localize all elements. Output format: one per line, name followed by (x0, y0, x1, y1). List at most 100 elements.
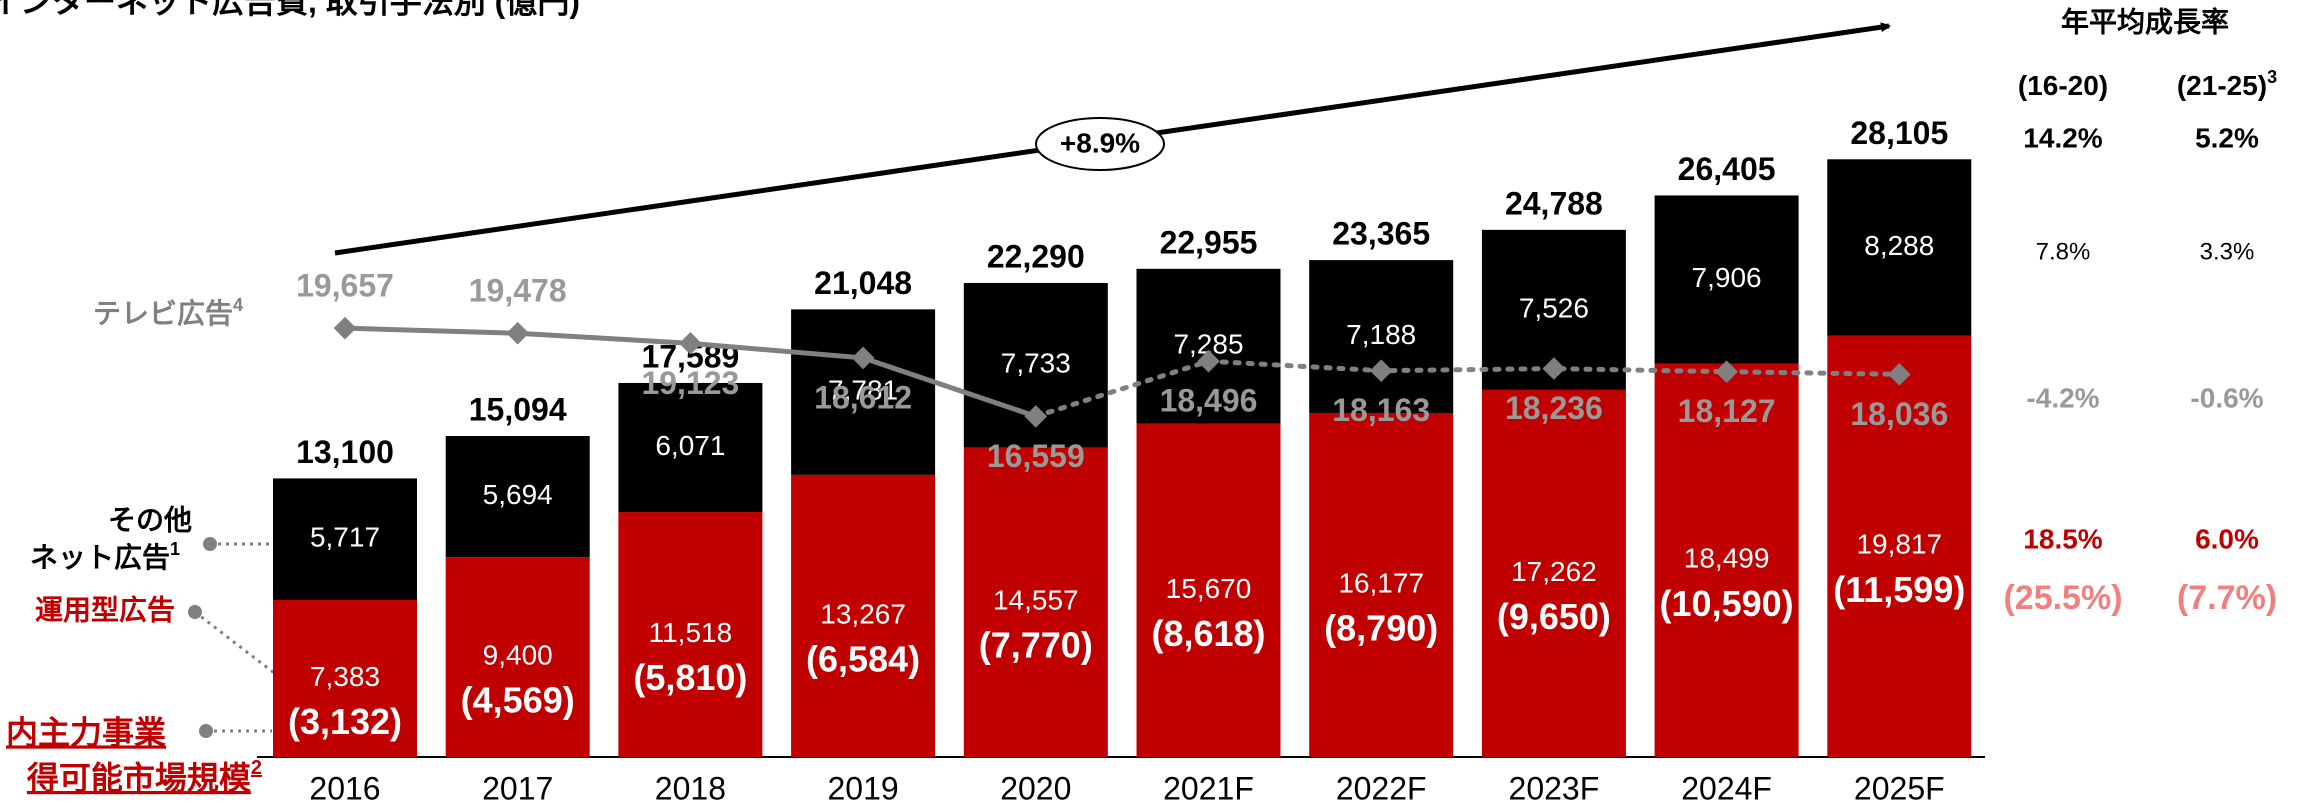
cagr-title: 年平均成長率 (2061, 5, 2229, 37)
note: 3 (2267, 67, 2277, 87)
column-text: (21-25) (2177, 70, 2267, 101)
subset-label: (7,770) (979, 625, 1093, 666)
column-text: (16-20) (2018, 70, 2108, 101)
connectors (194, 542, 279, 733)
value-label: 7,733 (1001, 348, 1071, 379)
bar-segment (1654, 363, 1799, 757)
tv-label: テレビ広告4 (93, 295, 243, 330)
value-label: 9,400 (483, 639, 553, 670)
line-label: 18,236 (1505, 390, 1603, 426)
value-label: 5,717 (310, 522, 380, 553)
line-label: 19,478 (469, 273, 567, 309)
label-text: 得可能市場規模 (27, 760, 251, 796)
line-marker (1197, 349, 1220, 373)
connector-dot (199, 724, 213, 738)
line-marker (1887, 363, 1911, 386)
value-label: 14,557 (993, 585, 1079, 616)
cagr-cell: (7.7%) (2177, 579, 2277, 617)
cagr-cell: -4.2% (2026, 382, 2099, 413)
cagr-cell: 6.0% (2195, 523, 2259, 554)
bar-segment (1309, 412, 1454, 757)
bar-segment (1136, 423, 1281, 757)
x-tick-label: 2019 (828, 770, 899, 806)
note: 4 (233, 295, 243, 315)
other-label: その他 (108, 504, 192, 535)
value-label: 11,518 (649, 617, 733, 648)
line-label: 19,657 (296, 268, 394, 304)
connector-dot (188, 605, 202, 619)
bar-segment (1481, 389, 1626, 757)
total-label: 23,365 (1332, 216, 1430, 252)
bar-segment (273, 599, 417, 757)
value-label: 7,526 (1519, 292, 1589, 323)
subset-label: 内主力事業 (6, 714, 166, 750)
cagr-cell: 7.8% (2036, 238, 2091, 265)
value-label: 16,177 (1338, 567, 1424, 598)
bar-segment (445, 557, 590, 757)
line-marker (679, 332, 702, 355)
line-label: 18,163 (1332, 392, 1430, 428)
connector-dot (203, 537, 217, 551)
line-marker (1542, 357, 1566, 380)
cagr-cell: 18.5% (2023, 523, 2102, 554)
label-text: ネット広告 (30, 542, 170, 573)
bar-segment (963, 447, 1108, 757)
bar-segment (1136, 268, 1281, 424)
cagr-cell: -0.6% (2190, 382, 2263, 413)
chart-title: インターネット広告費, 取引手法別 (億円) (0, 0, 580, 19)
total-label: 28,105 (1850, 115, 1948, 151)
cagr-cell: (25.5%) (2003, 579, 2122, 617)
bar-segment (618, 512, 763, 757)
x-tick-label: 2024F (1681, 770, 1772, 806)
line-marker (506, 321, 530, 345)
total-label: 22,290 (987, 238, 1085, 274)
total-label: 26,405 (1678, 151, 1776, 187)
subset-label: (3,132) (288, 701, 402, 742)
total-label: 21,048 (814, 265, 912, 301)
line-label: 18,612 (814, 379, 912, 415)
line-marker (851, 346, 875, 370)
subset-label: (9,650) (1497, 596, 1611, 637)
subset-label: (11,599) (1833, 569, 1965, 610)
x-tick-label: 2023F (1509, 770, 1600, 806)
line-marker (333, 316, 357, 340)
value-label: 6,071 (655, 430, 725, 461)
annotation: +8.9% (1060, 127, 1140, 158)
label-text: テレビ広告 (93, 298, 233, 329)
bar-segment (618, 382, 763, 513)
subset-label: 得可能市場規模2 (27, 757, 262, 796)
bar-segment (273, 478, 417, 600)
bar-segment (791, 309, 936, 475)
line-label: 18,496 (1160, 383, 1258, 419)
value-label: 18,499 (1684, 543, 1770, 574)
cagr-cell: 3.3% (2200, 238, 2255, 265)
x-tick-label: 2022F (1336, 770, 1427, 806)
annotation-ellipse (1035, 117, 1165, 171)
line-marker (1715, 360, 1738, 384)
subset-label: (4,569) (461, 680, 575, 721)
total-label: 15,094 (469, 391, 567, 427)
bar-segment (1654, 195, 1799, 364)
x-tick-label: 2017 (482, 770, 553, 806)
cagr-cell: 5.2% (2195, 122, 2259, 153)
value-label: 7,906 (1692, 262, 1762, 293)
bar-segment (445, 436, 590, 558)
x-tick-label: 2025F (1854, 770, 1945, 806)
line-label: 16,559 (987, 438, 1085, 474)
total-label: 22,955 (1160, 224, 1258, 260)
cagr-column: (21-25)3 (2177, 67, 2277, 102)
connector (194, 610, 279, 678)
x-tick-label: 2016 (309, 770, 380, 806)
line-label: 18,036 (1850, 396, 1948, 432)
x-tick-label: 2020 (1000, 770, 1071, 806)
note: 1 (170, 539, 180, 559)
subset-label: (6,584) (806, 638, 920, 679)
value-label: 5,694 (483, 479, 553, 510)
x-tick-label: 2018 (655, 770, 726, 806)
value-label: 13,267 (820, 598, 906, 629)
cagr-column: (16-20) (2018, 70, 2108, 101)
value-label: 19,817 (1856, 529, 1942, 560)
x-tick-label: 2021F (1163, 770, 1254, 806)
programmatic-label: 運用型広告 (35, 594, 175, 625)
